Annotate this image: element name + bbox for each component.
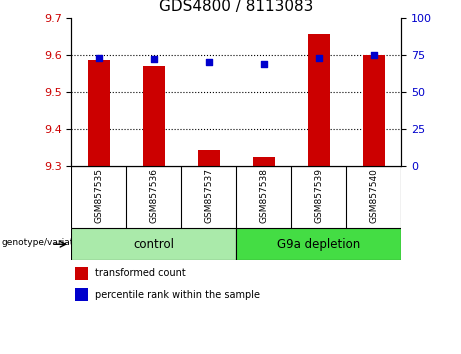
- Point: [260, 61, 267, 67]
- Text: GSM857540: GSM857540: [369, 168, 378, 223]
- Bar: [307, 34, 330, 166]
- Point: [205, 59, 213, 65]
- Text: G9a depletion: G9a depletion: [277, 238, 361, 251]
- Text: GSM857536: GSM857536: [149, 168, 159, 223]
- Point: [370, 52, 377, 58]
- Point: [315, 55, 322, 61]
- Text: GSM857539: GSM857539: [314, 168, 323, 223]
- Text: GSM857535: GSM857535: [95, 168, 103, 223]
- Text: GSM857537: GSM857537: [204, 168, 213, 223]
- Point: [95, 55, 103, 61]
- Text: control: control: [133, 238, 174, 251]
- Text: transformed count: transformed count: [95, 268, 185, 278]
- Title: GDS4800 / 8113083: GDS4800 / 8113083: [159, 0, 313, 14]
- Text: GSM857538: GSM857538: [259, 168, 268, 223]
- Bar: [75, 267, 88, 280]
- Bar: [236, 228, 401, 260]
- Bar: [75, 288, 88, 301]
- Bar: [363, 55, 384, 166]
- Point: [150, 57, 158, 62]
- Bar: [198, 150, 220, 166]
- Text: percentile rank within the sample: percentile rank within the sample: [95, 290, 260, 300]
- Text: genotype/variation: genotype/variation: [1, 238, 88, 247]
- Bar: [88, 61, 110, 166]
- Bar: [143, 66, 165, 166]
- Bar: [253, 157, 275, 166]
- Bar: [71, 228, 236, 260]
